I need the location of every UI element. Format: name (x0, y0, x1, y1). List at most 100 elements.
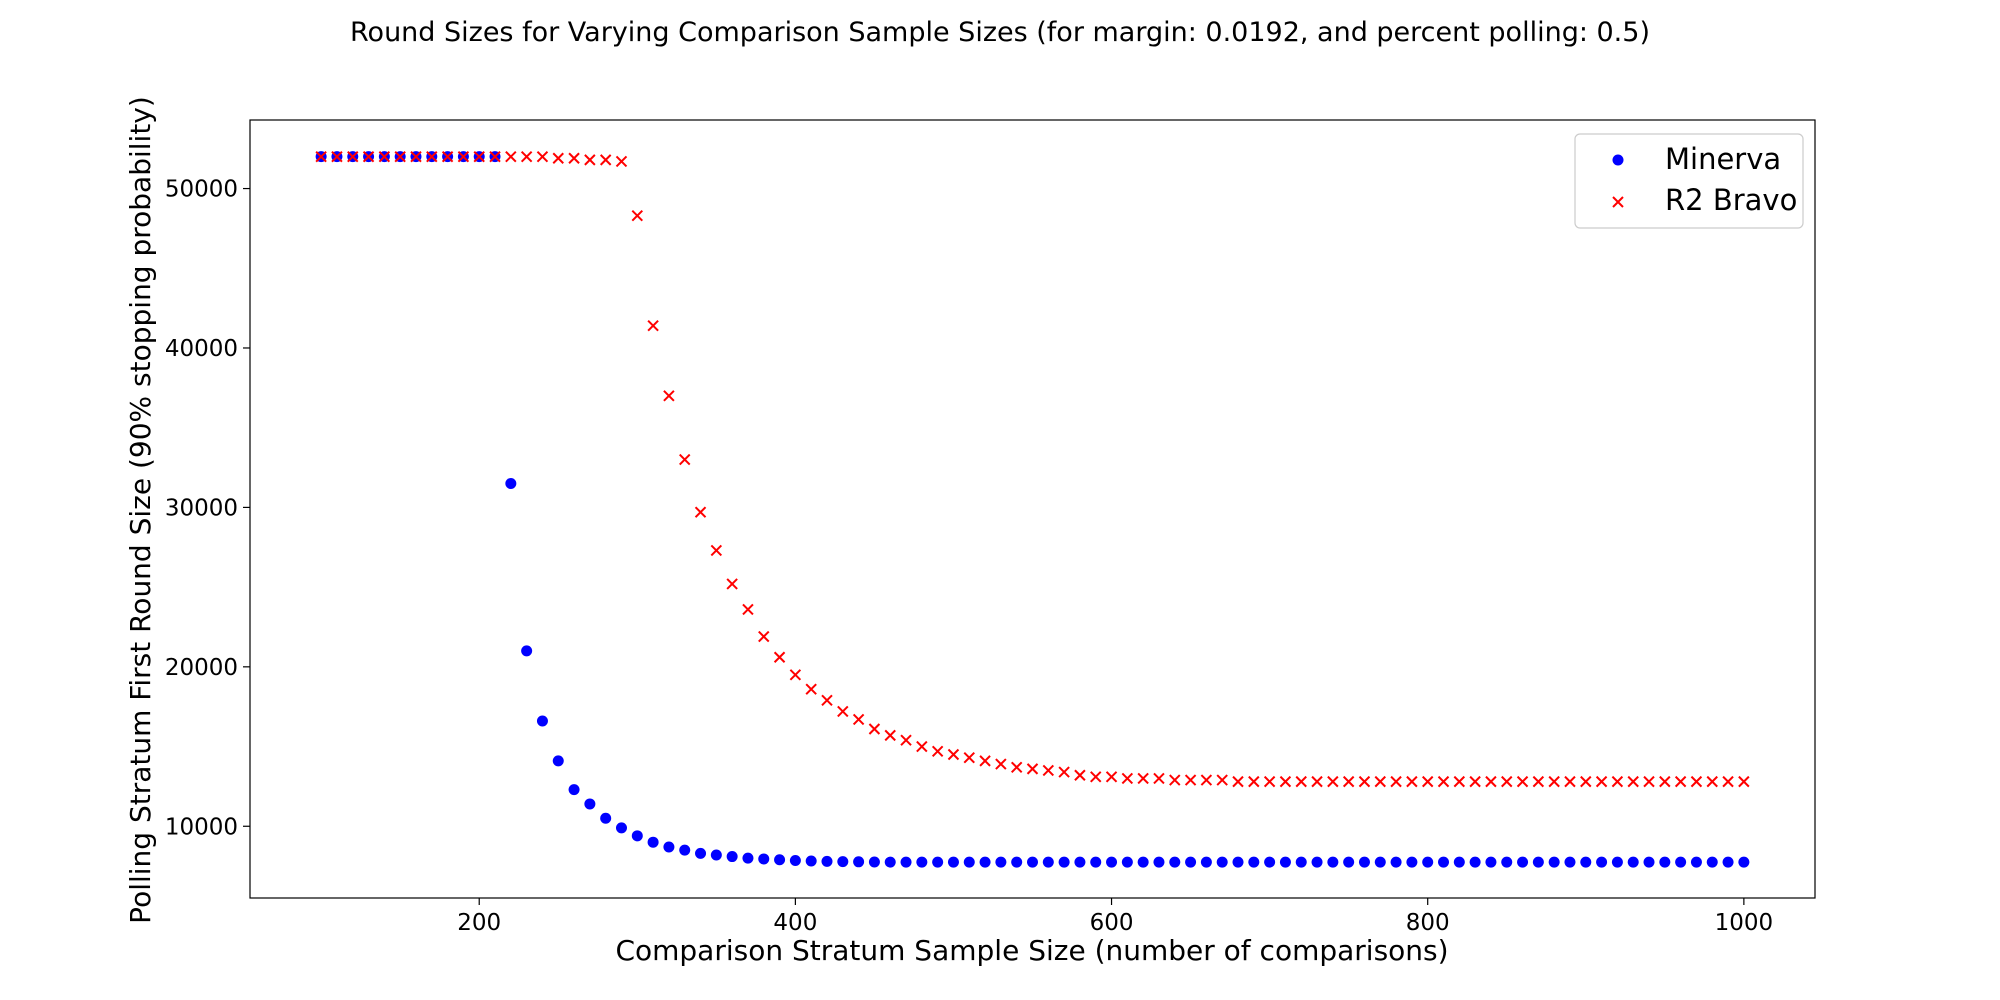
minerva-point (1548, 856, 1560, 868)
r2-bravo-point (394, 150, 406, 163)
plot-frame (249, 119, 1816, 899)
minerva-point (1564, 856, 1576, 868)
minerva-point (1469, 856, 1481, 868)
r2-bravo-point (1279, 775, 1292, 788)
minerva-point (758, 853, 770, 865)
legend-box (1574, 133, 1804, 229)
minerva-point (1153, 856, 1165, 868)
minerva-point (1058, 856, 1070, 868)
r2-bravo-point (1406, 775, 1418, 788)
minerva-point (1216, 856, 1228, 868)
minerva-point (1027, 856, 1038, 868)
r2-bravo-point (1516, 775, 1529, 788)
minerva-point (600, 812, 612, 824)
r2-bravo-point (931, 745, 944, 758)
r2-bravo-point (410, 150, 422, 163)
minerva-point (789, 855, 801, 867)
r2-bravo-point (1690, 775, 1703, 788)
r2-bravo-point (805, 683, 817, 695)
r2-bravo-point (1121, 772, 1134, 785)
r2-bravo-point (568, 152, 580, 164)
chart-title: Round Sizes for Varying Comparison Sampl… (350, 17, 1650, 48)
minerva-point (1042, 856, 1054, 868)
minerva-point (1611, 856, 1623, 868)
minerva-point (1200, 856, 1212, 868)
r2-bravo-point (1058, 766, 1070, 778)
x-tick-label: 800 (1406, 910, 1450, 936)
r2-bravo-point (1105, 771, 1118, 783)
r2-bravo-point (1548, 775, 1560, 788)
r2-bravo-point (631, 209, 644, 222)
minerva-point (726, 851, 738, 863)
minerva-point (1485, 856, 1497, 868)
minerva-point (505, 477, 517, 489)
y-tick-label: 20000 (165, 655, 238, 681)
r2-bravo-point (1564, 775, 1576, 788)
r2-bravo-point (520, 150, 533, 163)
r2-bravo-point (995, 758, 1007, 770)
minerva-point (963, 856, 975, 868)
minerva-point (568, 784, 580, 796)
minerva-point (805, 855, 817, 867)
r2-bravo-point (315, 150, 327, 163)
minerva-point (536, 715, 548, 727)
minerva-point (1106, 856, 1118, 868)
minerva-point (1580, 856, 1592, 868)
minerva-point (1279, 856, 1291, 868)
r2-bravo-point (1421, 775, 1434, 788)
r2-bravo-point (1738, 775, 1750, 788)
r2-bravo-point (1358, 775, 1371, 788)
r2-bravo-point (1501, 775, 1513, 788)
r2-bravo-point (362, 150, 375, 163)
minerva-point (1185, 856, 1197, 868)
minerva-point (1232, 856, 1244, 868)
r2-bravo-point (1342, 775, 1355, 788)
r2-bravo-point (679, 453, 691, 466)
r2-bravo-point (1374, 775, 1386, 788)
minerva-point (1374, 856, 1386, 868)
r2-bravo-point (742, 603, 754, 616)
r2-bravo-point (1532, 775, 1545, 788)
minerva-point (774, 854, 786, 866)
legend-marker-minerva-dot (1612, 154, 1624, 166)
minerva-point (1169, 856, 1181, 868)
minerva-point (1738, 856, 1750, 868)
r2-bravo-point (426, 150, 438, 163)
r2-bravo-point (1184, 774, 1197, 786)
r2-bravo-point (1453, 775, 1466, 788)
minerva-point (615, 822, 627, 834)
r2-bravo-point (1611, 775, 1624, 788)
minerva-point (1264, 856, 1276, 868)
minerva-point (1390, 856, 1402, 868)
minerva-point (631, 830, 643, 842)
r2-bravo-point (1327, 775, 1339, 788)
r2-bravo-point (852, 713, 865, 726)
minerva-point (1327, 856, 1339, 868)
r2-bravo-point (1232, 775, 1244, 788)
x-tick-label: 600 (1090, 910, 1134, 936)
r2-bravo-point (916, 740, 928, 753)
legend: Minerva R2 Bravo (1574, 133, 1804, 229)
minerva-point (663, 841, 675, 853)
r2-bravo-point (1595, 775, 1608, 788)
minerva-point (1248, 856, 1260, 868)
r2-bravo-point (599, 154, 612, 166)
x-axis-label: Comparison Stratum Sample Size (number o… (615, 934, 1448, 967)
minerva-point (1438, 856, 1450, 868)
minerva-point (742, 852, 754, 864)
r2-bravo-point (1169, 774, 1181, 786)
minerva-point (695, 847, 707, 859)
legend-marker-r2-bravo (1612, 196, 1624, 208)
minerva-point (821, 855, 833, 867)
minerva-point (1011, 856, 1023, 868)
r2-bravo-point (1643, 775, 1655, 788)
r2-bravo-point (378, 150, 391, 163)
minerva-point (900, 856, 912, 868)
r2-bravo-point (1042, 764, 1055, 777)
minerva-point (1074, 856, 1086, 868)
r2-bravo-point (884, 729, 896, 742)
minerva-series (315, 151, 1750, 868)
minerva-point (837, 856, 849, 868)
minerva-point (868, 856, 880, 868)
